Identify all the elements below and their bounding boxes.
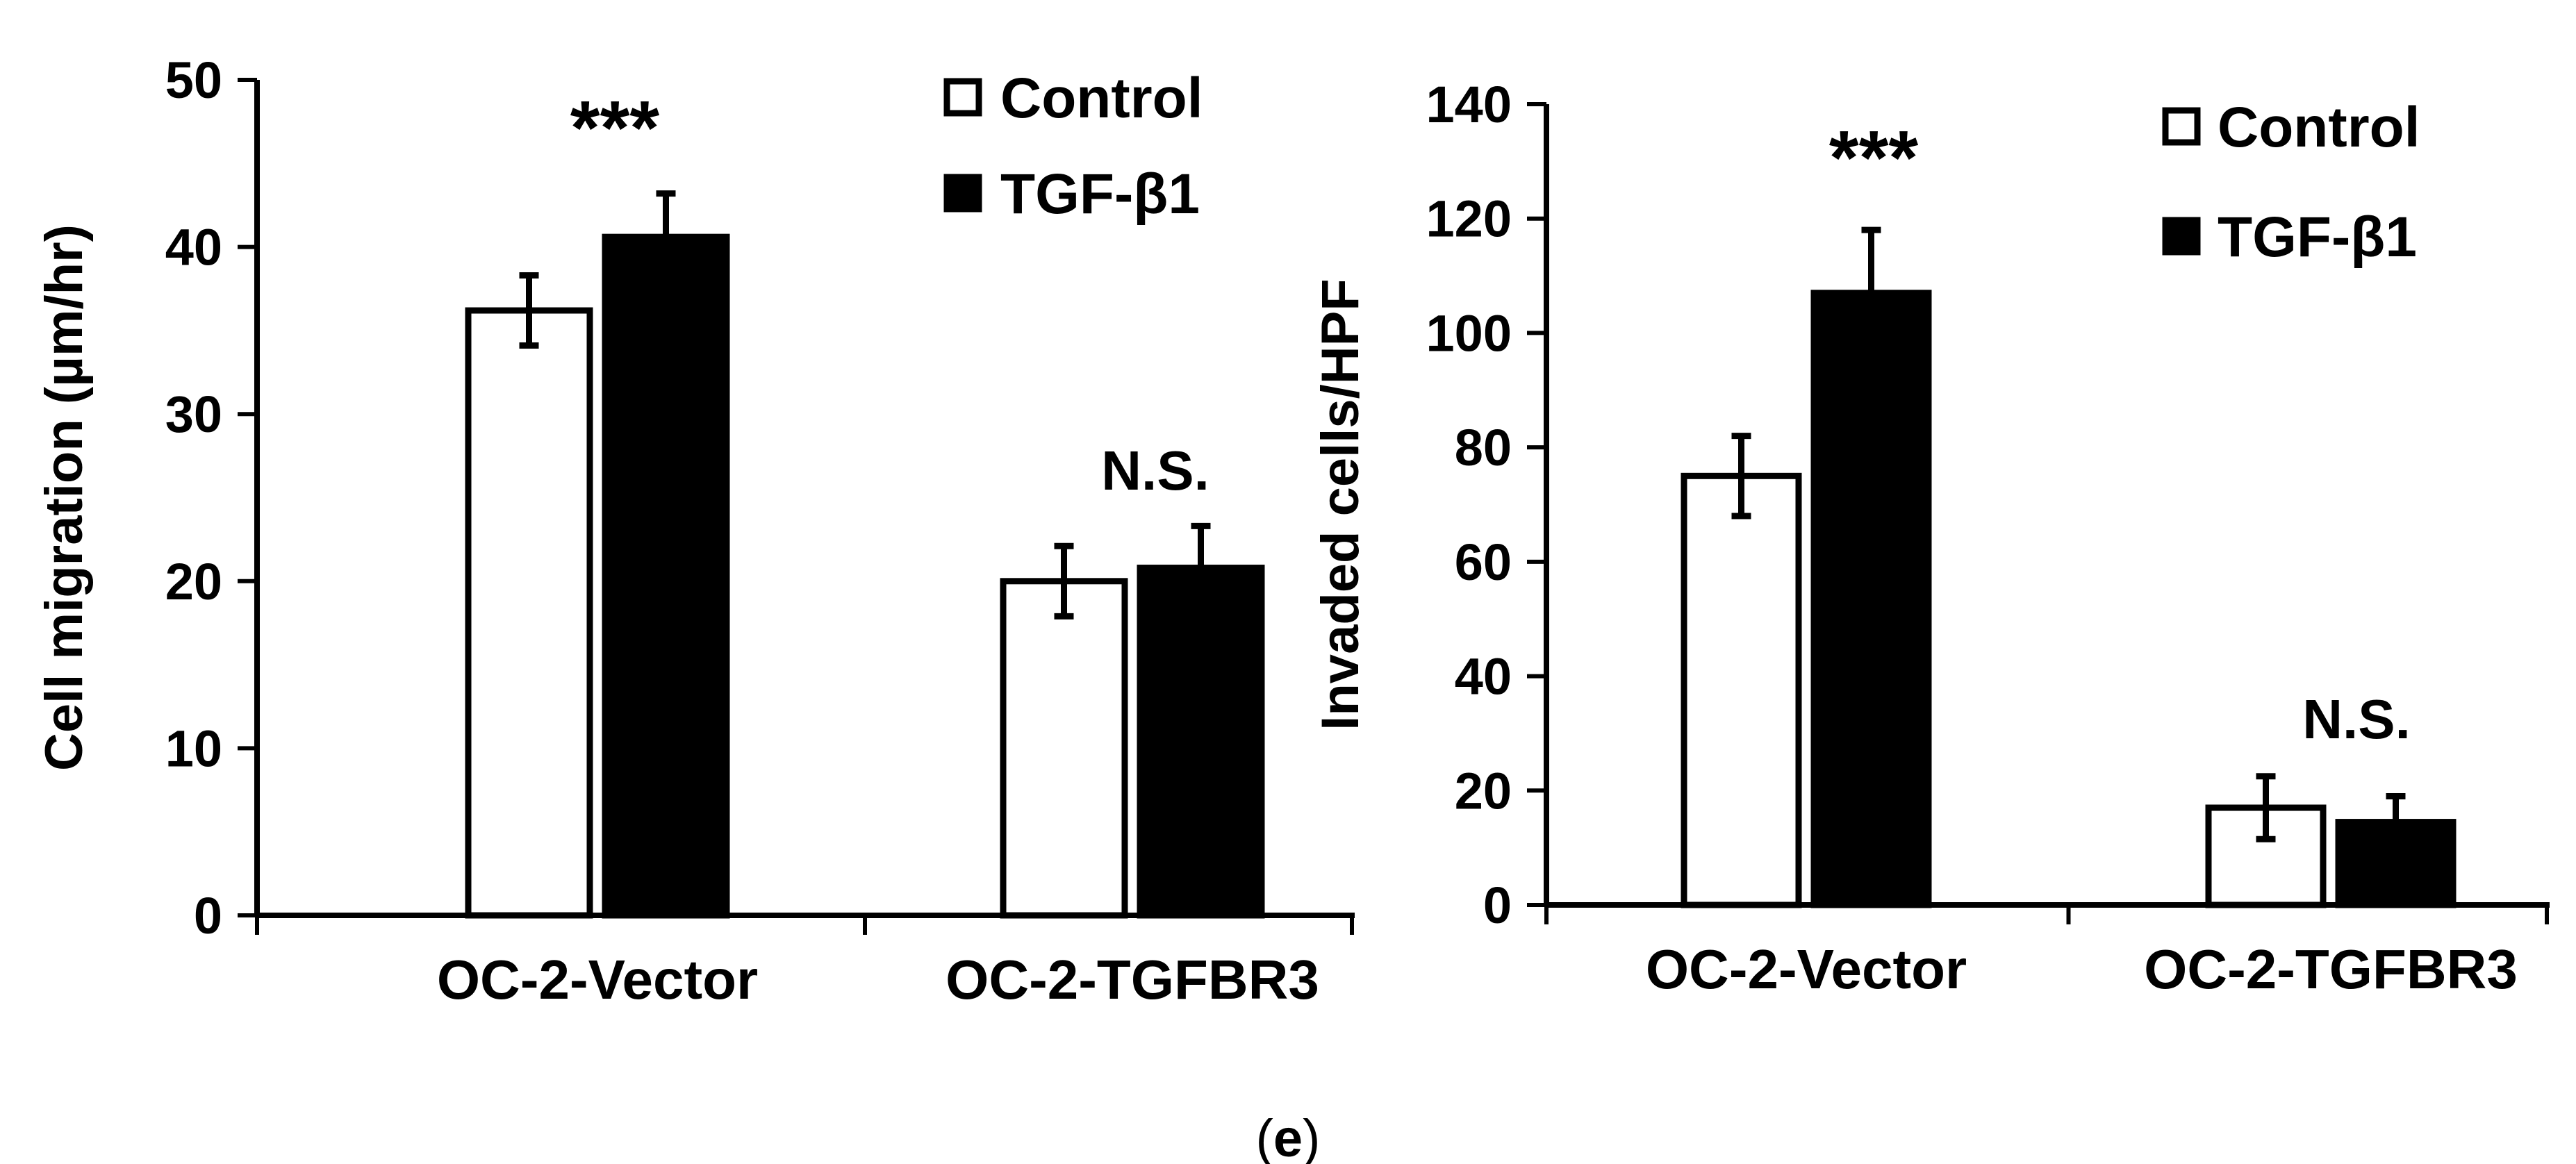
legend-label-tgf-beta1: TGF-β1 (1000, 163, 1200, 226)
chart-cell-migration: OC-2-Vector OC-2-TGFBR3 0 10 20 30 40 50 Cell mi… (35, 51, 1355, 1011)
y-tick-label: 10 (165, 720, 222, 777)
bar-tgf-beta1-0 (1810, 290, 1932, 908)
significance-annotation: *** (1829, 115, 1919, 201)
y-tick-label: 50 (165, 51, 222, 109)
bar-control-1 (1000, 578, 1128, 919)
y-tick-label: 100 (1426, 304, 1512, 362)
y-tick-label: 140 (1426, 76, 1512, 133)
bar-control-0 (1681, 472, 1802, 908)
category-label: OC-2-TGFBR3 (2144, 938, 2518, 1000)
legend-label-control: Control (2218, 96, 2420, 159)
category-label: OC-2-Vector (1646, 938, 1967, 1000)
category-label: OC-2-TGFBR3 (946, 949, 1319, 1011)
legend-label-tgf-beta1: TGF-β1 (2218, 206, 2417, 269)
y-tick-label: 0 (194, 887, 222, 945)
bar-tgf-beta1-0 (602, 233, 730, 919)
y-axis-title: Cell migration (µm/hr) (35, 224, 94, 771)
significance-annotation: N.S. (1101, 440, 1209, 501)
y-tick-label: 40 (165, 219, 222, 276)
y-tick-label: 80 (1455, 419, 1512, 476)
y-tick-label: 120 (1426, 190, 1512, 248)
y-tick-label: 30 (165, 385, 222, 443)
chart-invaded-cells: OC-2-Vector OC-2-TGFBR3 0 20 40 60 80 100 120 140… (1311, 76, 2550, 1000)
y-axis-title: Invaded cells/HPF (1311, 278, 1370, 730)
legend-swatch-control (2162, 107, 2201, 146)
legend-swatch-tgf-beta1 (2162, 217, 2201, 256)
legend-swatch-tgf-beta1 (943, 174, 982, 213)
legend-label-control: Control (1000, 67, 1203, 130)
significance-annotation: *** (570, 85, 660, 171)
y-tick-label: 0 (1483, 876, 1512, 934)
bar-control-0 (465, 307, 593, 919)
legend-swatch-control (943, 78, 982, 117)
y-tick-label: 20 (165, 553, 222, 610)
significance-annotation: N.S. (2302, 688, 2411, 750)
y-tick-label: 20 (1455, 762, 1512, 820)
y-tick-label: 60 (1455, 533, 1512, 591)
panel-caption: (e) (1256, 1109, 1321, 1164)
category-label: OC-2-Vector (437, 949, 758, 1011)
y-tick-label: 40 (1455, 648, 1512, 706)
bar-tgf-beta1-1 (1137, 565, 1265, 919)
